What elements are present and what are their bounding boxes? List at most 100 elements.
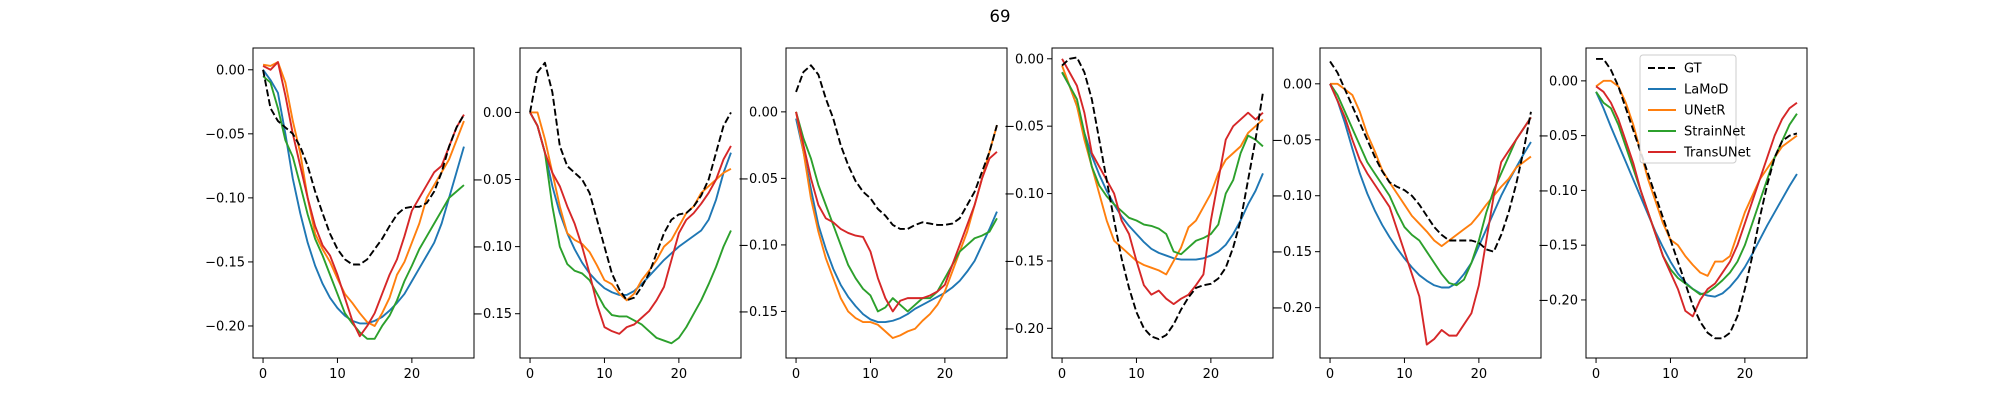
subplot-1: 0 10 20 0.00 −0.05 −0.10 −0.15 −0.20 bbox=[205, 47, 475, 382]
legend: GT LaMoD UNetR StrainNet TransUNet bbox=[1639, 54, 1751, 164]
series-line-gt bbox=[529, 61, 732, 302]
y-tick-label: −0.05 bbox=[738, 172, 778, 187]
y-tick-label: 0.00 bbox=[483, 106, 512, 121]
x-tick-label: 10 bbox=[329, 367, 346, 382]
y-tick-label: −0.10 bbox=[738, 238, 778, 253]
y-tick-label: −0.15 bbox=[738, 305, 778, 320]
x-tick-label: 10 bbox=[1128, 367, 1145, 382]
x-tick-label: 0 bbox=[1592, 367, 1600, 382]
y-tick-label: −0.15 bbox=[472, 307, 512, 322]
series-line-gt bbox=[1329, 60, 1532, 253]
y-tick-label: −0.20 bbox=[1004, 322, 1044, 337]
series-line-unetr bbox=[1061, 65, 1264, 276]
legend-frame bbox=[1639, 54, 1737, 164]
y-tick-label: 0.00 bbox=[749, 105, 778, 120]
series-line-unetr bbox=[795, 111, 998, 339]
y-tick-label: −0.15 bbox=[1538, 239, 1578, 254]
axes-frame bbox=[519, 47, 742, 359]
y-tick-label: −0.10 bbox=[1538, 184, 1578, 199]
legend-label-gt: GT bbox=[1684, 62, 1702, 77]
series-line-gt bbox=[262, 69, 465, 266]
y-tick-label: −0.05 bbox=[1538, 129, 1578, 144]
subplot-6: 0 10 20 0.00 −0.05 −0.10 −0.15 −0.20 bbox=[1538, 47, 1808, 382]
series-line-strainnet bbox=[529, 111, 732, 345]
y-tick-label: −0.15 bbox=[205, 255, 245, 270]
subplot-3: 0 10 20 0.00 −0.05 −0.10 −0.15 bbox=[738, 47, 1008, 382]
x-tick-label: 20 bbox=[937, 367, 954, 382]
series-line-strainnet bbox=[262, 75, 465, 340]
series-line-transunet bbox=[262, 61, 465, 338]
series-line-transunet bbox=[529, 111, 732, 335]
subplot-5: 0 10 20 0.00 −0.05 −0.10 −0.15 −0.20 bbox=[1272, 47, 1542, 382]
x-tick-label: 0 bbox=[526, 367, 534, 382]
legend-label-unetr: UNetR bbox=[1684, 104, 1725, 119]
x-tick-label: 20 bbox=[1737, 367, 1754, 382]
series-line-unetr bbox=[262, 61, 465, 327]
y-tick-label: −0.20 bbox=[205, 319, 245, 334]
series-line-strainnet bbox=[1061, 71, 1264, 256]
subplot-2: 0 10 20 0.00 −0.05 −0.10 −0.15 bbox=[472, 47, 742, 382]
y-tick-label: 0.00 bbox=[1283, 77, 1312, 92]
x-tick-label: 0 bbox=[1326, 367, 1334, 382]
legend-label-transunet: TransUNet bbox=[1683, 146, 1751, 161]
series-line-lamod bbox=[1061, 71, 1264, 261]
y-tick-label: −0.10 bbox=[1272, 189, 1312, 204]
series-line-lamod bbox=[1329, 83, 1532, 289]
figure-title: 69 bbox=[990, 7, 1011, 26]
series-line-unetr bbox=[1595, 79, 1798, 277]
series-line-lamod bbox=[262, 69, 465, 325]
series-line-transunet bbox=[1329, 83, 1532, 346]
y-tick-label: 0.00 bbox=[1015, 52, 1044, 67]
x-tick-label: 20 bbox=[404, 367, 421, 382]
y-tick-label: −0.05 bbox=[1272, 133, 1312, 148]
plot-lines bbox=[1061, 56, 1264, 341]
series-line-lamod bbox=[795, 118, 998, 324]
axes-frame bbox=[1319, 47, 1542, 359]
series-line-transunet bbox=[795, 111, 998, 313]
x-tick-label: 0 bbox=[1058, 367, 1066, 382]
axes-frame bbox=[1585, 47, 1808, 359]
subplot-grid: 0 10 20 0.00 −0.05 −0.10 −0.15 −0.20 0 10 20 0.00 −0… bbox=[205, 47, 1808, 382]
series-line-strainnet bbox=[795, 111, 998, 313]
series-line-gt bbox=[1061, 56, 1264, 341]
y-tick-label: −0.20 bbox=[1272, 301, 1312, 316]
legend-label-strainnet: StrainNet bbox=[1684, 125, 1745, 140]
legend-label-lamod: LaMoD bbox=[1684, 83, 1728, 98]
y-tick-label: −0.10 bbox=[472, 240, 512, 255]
series-line-unetr bbox=[1330, 82, 1532, 248]
axes-frame bbox=[1051, 47, 1274, 359]
y-tick-label: −0.10 bbox=[1004, 187, 1044, 202]
series-line-gt bbox=[1596, 58, 1798, 340]
series-line-gt bbox=[795, 64, 998, 230]
y-tick-label: 0.00 bbox=[1549, 74, 1578, 89]
y-tick-label: −0.15 bbox=[1004, 254, 1044, 269]
plot-lines bbox=[795, 64, 998, 339]
plot-lines bbox=[529, 61, 732, 345]
y-tick-label: 0.00 bbox=[216, 63, 245, 78]
y-tick-label: −0.05 bbox=[205, 127, 245, 142]
x-tick-label: 0 bbox=[792, 367, 800, 382]
x-tick-label: 10 bbox=[1396, 367, 1413, 382]
series-line-unetr bbox=[530, 111, 732, 302]
y-tick-label: −0.10 bbox=[205, 191, 245, 206]
x-tick-label: 0 bbox=[259, 367, 267, 382]
axes-frame bbox=[785, 47, 1008, 359]
series-line-transunet bbox=[1061, 58, 1264, 306]
subplot-4: 0 10 20 0.00 −0.05 −0.10 −0.15 −0.20 bbox=[1004, 47, 1274, 382]
x-tick-label: 10 bbox=[596, 367, 613, 382]
y-tick-label: −0.05 bbox=[1004, 120, 1044, 135]
y-tick-label: −0.20 bbox=[1538, 293, 1578, 308]
x-tick-label: 10 bbox=[862, 367, 879, 382]
series-line-strainnet bbox=[1595, 91, 1798, 296]
x-tick-label: 20 bbox=[1203, 367, 1220, 382]
axes-frame bbox=[252, 47, 475, 359]
x-tick-label: 20 bbox=[671, 367, 688, 382]
series-line-transunet bbox=[1595, 85, 1798, 318]
plot-lines bbox=[1595, 58, 1798, 340]
y-tick-label: −0.05 bbox=[472, 173, 512, 188]
x-tick-label: 10 bbox=[1662, 367, 1679, 382]
plot-lines bbox=[1329, 60, 1532, 346]
plot-lines bbox=[262, 61, 465, 340]
y-tick-label: −0.15 bbox=[1272, 245, 1312, 260]
